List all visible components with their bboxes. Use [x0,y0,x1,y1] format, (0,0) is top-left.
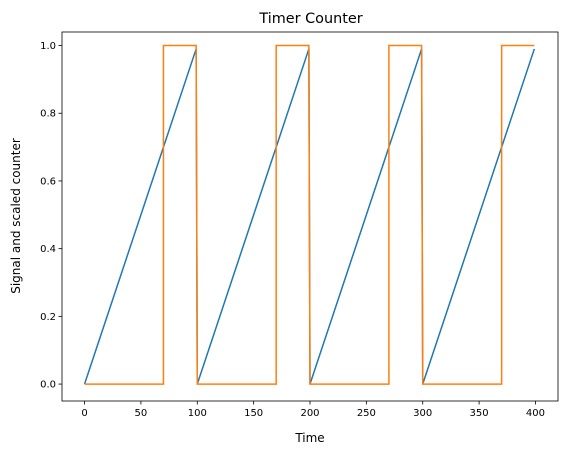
y-tick-label: 0.6 [40,176,56,187]
x-tick-label: 150 [244,408,263,419]
x-tick-label: 400 [526,408,545,419]
x-tick-label: 100 [188,408,207,419]
y-tick-label: 1.0 [40,41,56,52]
x-tick-label: 50 [135,408,148,419]
x-tick-label: 300 [413,408,432,419]
y-axis-title: Signal and scaled counter [9,138,23,294]
y-tick-label: 0.0 [40,380,56,391]
x-tick-label: 0 [81,408,87,419]
chart-title: Timer Counter [258,11,362,27]
x-tick-label: 350 [470,408,489,419]
y-tick-label: 0.2 [40,312,56,323]
y-tick-label: 0.4 [40,244,56,255]
x-tick-label: 200 [300,408,319,419]
y-tick-label: 0.8 [40,109,56,120]
x-axis-title: Time [294,431,324,445]
series-line-2 [84,44,535,385]
x-tick-label: 250 [357,408,376,419]
